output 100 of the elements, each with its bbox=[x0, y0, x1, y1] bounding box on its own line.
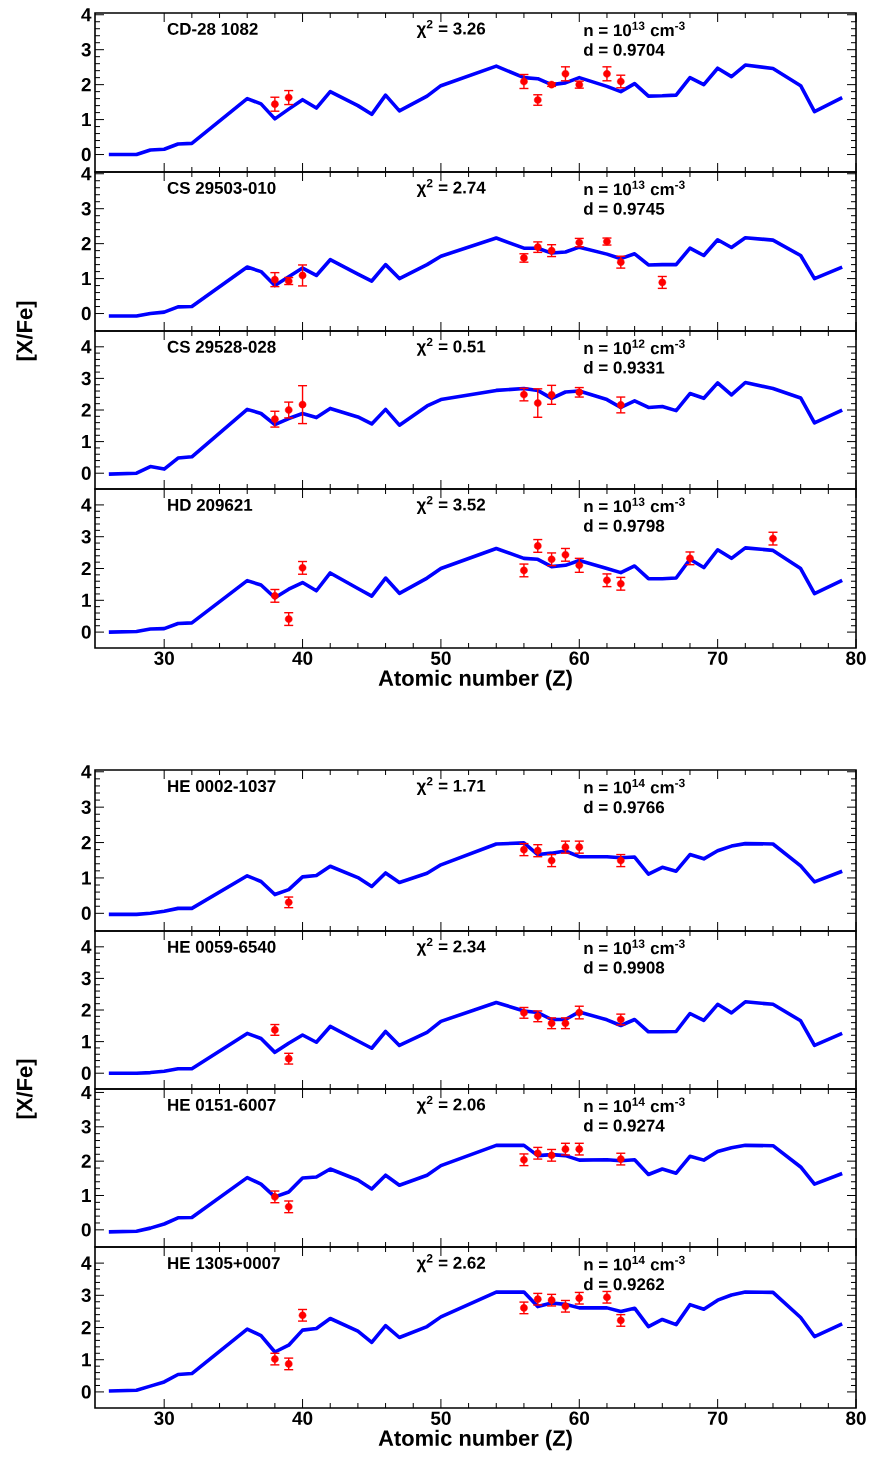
annotation: n = 10$^{13}$ cm$^{-3}$ bbox=[584, 180, 685, 196]
point bbox=[603, 70, 611, 78]
annotation: d = 0.9262 bbox=[583, 1277, 665, 1291]
annotation: n = 10$^{14}$ cm$^{-3}$ bbox=[584, 778, 685, 794]
annotation: n = 10$^{13}$ cm$^{-3}$ bbox=[584, 21, 685, 37]
x-tick-label: 50 bbox=[430, 651, 451, 665]
y-axis-title: [X/Fe] bbox=[16, 301, 37, 361]
x-tick-label: 60 bbox=[569, 1411, 590, 1425]
x-tick-label: 80 bbox=[846, 1411, 866, 1425]
y-tick-label: 2 bbox=[81, 403, 91, 417]
line-series bbox=[107, 546, 844, 634]
point bbox=[284, 406, 293, 414]
y-tick-label: 1 bbox=[82, 1035, 91, 1049]
annotation: d = 0.9766 bbox=[583, 800, 665, 814]
y-tick-label: 2 bbox=[81, 1154, 91, 1168]
y-tick-label: 4 bbox=[81, 765, 92, 779]
annotation: d = 0.9745 bbox=[583, 202, 665, 215]
y-tick-label: 2 bbox=[81, 1003, 91, 1017]
line-series bbox=[107, 380, 844, 476]
y-tick-label: 3 bbox=[81, 42, 91, 57]
y-tick-label: 1 bbox=[82, 1188, 91, 1203]
chart-title: CS 29503-010 bbox=[167, 181, 276, 194]
line-series bbox=[107, 1290, 844, 1393]
point bbox=[575, 561, 584, 570]
y-tick-label: 4 bbox=[81, 8, 92, 22]
y-tick-label: 3 bbox=[81, 201, 91, 216]
x-tick-label: 30 bbox=[154, 651, 174, 665]
point bbox=[271, 275, 279, 284]
line-series bbox=[107, 1143, 844, 1234]
annotation: χ$^{2}$ = 2.62 bbox=[416, 1254, 486, 1273]
point bbox=[284, 615, 293, 623]
x-tick-label: 70 bbox=[707, 651, 728, 665]
annotation: χ$^{2}$ = 0.51 bbox=[416, 337, 486, 356]
point bbox=[533, 542, 542, 550]
y-tick-label: 0 bbox=[81, 466, 91, 480]
x-tick-label: 50 bbox=[430, 1411, 451, 1425]
annotation: n = 10$^{14}$ cm$^{-3}$ bbox=[584, 1097, 685, 1113]
chart-title: HE 0151-6007 bbox=[168, 1098, 276, 1111]
y-tick-label: 4 bbox=[81, 167, 92, 181]
y-tick-label: 0 bbox=[81, 1223, 91, 1237]
y-tick-label: 4 bbox=[81, 498, 92, 512]
point bbox=[561, 70, 570, 78]
y-axis-title: [X/Fe] bbox=[16, 1059, 37, 1119]
y-tick-label: 3 bbox=[81, 800, 91, 814]
line-series bbox=[107, 1000, 844, 1076]
chart-title: CS 29528-028 bbox=[167, 340, 276, 353]
annotation: χ$^{2}$ = 2.74 bbox=[416, 178, 486, 197]
chart-title: CD-28 1082 bbox=[167, 22, 258, 35]
y-tick-label: 2 bbox=[81, 78, 91, 92]
annotation: n = 10$^{12}$ cm$^{-3}$ bbox=[584, 339, 685, 355]
annotation: n = 10$^{14}$ cm$^{-3}$ bbox=[584, 1255, 685, 1271]
y-tick-label: 2 bbox=[81, 835, 91, 850]
annotation: χ$^{2}$ = 1.71 bbox=[416, 777, 486, 796]
x-tick-label: 40 bbox=[292, 651, 313, 665]
x-tick-label: 40 bbox=[292, 1411, 313, 1425]
chart-title: HE 0002-1037 bbox=[168, 780, 276, 793]
y-tick-label: 1 bbox=[82, 272, 91, 286]
y-tick-label: 3 bbox=[81, 371, 91, 386]
line-series bbox=[107, 63, 844, 157]
y-tick-label: 3 bbox=[81, 1288, 91, 1303]
y-tick-label: 3 bbox=[81, 1120, 91, 1134]
annotation: n = 10$^{13}$ cm$^{-3}$ bbox=[584, 939, 685, 955]
point bbox=[520, 77, 528, 86]
chart-title: HE 1305+0007 bbox=[168, 1257, 280, 1270]
x-tick-label: 30 bbox=[154, 1411, 174, 1425]
y-tick-label: 3 bbox=[81, 529, 91, 544]
y-tick-label: 4 bbox=[81, 940, 92, 954]
y-tick-label: 0 bbox=[81, 147, 91, 162]
y-tick-label: 2 bbox=[81, 237, 91, 251]
point bbox=[547, 391, 556, 399]
y-tick-label: 3 bbox=[81, 971, 91, 986]
line-series bbox=[107, 841, 844, 917]
y-tick-label: 1 bbox=[82, 113, 91, 127]
x-axis-title: Atomic number (Z) bbox=[378, 1429, 572, 1451]
annotation: d = 0.9331 bbox=[583, 361, 665, 374]
y-tick-label: 0 bbox=[81, 306, 91, 321]
x-tick-label: 60 bbox=[569, 651, 590, 665]
y-tick-label: 2 bbox=[81, 1320, 91, 1335]
annotation: d = 0.9908 bbox=[583, 961, 665, 974]
annotation: d = 0.9704 bbox=[583, 43, 665, 56]
y-tick-label: 1 bbox=[82, 871, 91, 885]
y-tick-label: 1 bbox=[82, 1353, 91, 1367]
chart-title: HD 209621 bbox=[168, 498, 253, 511]
y-tick-label: 1 bbox=[82, 435, 91, 449]
y-tick-label: 0 bbox=[81, 625, 91, 639]
point bbox=[271, 415, 279, 423]
y-tick-label: 2 bbox=[81, 561, 91, 576]
y-tick-label: 4 bbox=[81, 340, 92, 354]
point bbox=[284, 93, 293, 102]
x-tick-label: 70 bbox=[707, 1411, 728, 1425]
annotation: d = 0.9274 bbox=[583, 1119, 665, 1132]
annotation: χ$^{2}$ = 3.26 bbox=[416, 19, 486, 38]
annotation: χ$^{2}$ = 3.52 bbox=[416, 495, 486, 514]
line-series bbox=[107, 235, 844, 318]
annotation: χ$^{2}$ = 2.34 bbox=[416, 937, 486, 956]
point bbox=[533, 399, 542, 407]
x-tick-label: 80 bbox=[846, 651, 866, 665]
y-tick-label: 0 bbox=[81, 906, 91, 921]
point bbox=[298, 271, 307, 280]
annotation: χ$^{2}$ = 2.06 bbox=[416, 1095, 486, 1114]
